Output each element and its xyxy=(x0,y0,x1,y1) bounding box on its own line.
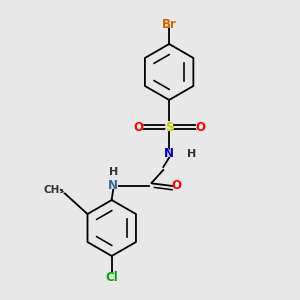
Text: H: H xyxy=(108,166,119,178)
Text: O: O xyxy=(172,179,182,192)
Text: Cl: Cl xyxy=(105,271,118,284)
Text: Br: Br xyxy=(161,18,178,32)
Text: O: O xyxy=(194,121,206,134)
Text: N: N xyxy=(164,147,174,160)
Text: H: H xyxy=(109,167,118,177)
Text: CH₃: CH₃ xyxy=(42,183,66,196)
Text: CH₃: CH₃ xyxy=(44,185,65,195)
Text: O: O xyxy=(133,121,143,134)
Text: O: O xyxy=(195,121,205,134)
Text: N: N xyxy=(164,147,175,160)
Text: S: S xyxy=(164,120,174,134)
Text: S: S xyxy=(165,121,174,134)
Text: H: H xyxy=(187,149,196,159)
Text: H: H xyxy=(186,147,196,160)
Text: N: N xyxy=(108,179,118,192)
Text: Br: Br xyxy=(162,18,177,32)
Text: N: N xyxy=(108,179,119,192)
Text: O: O xyxy=(133,121,144,134)
Text: Cl: Cl xyxy=(105,271,119,284)
Text: O: O xyxy=(171,179,182,192)
